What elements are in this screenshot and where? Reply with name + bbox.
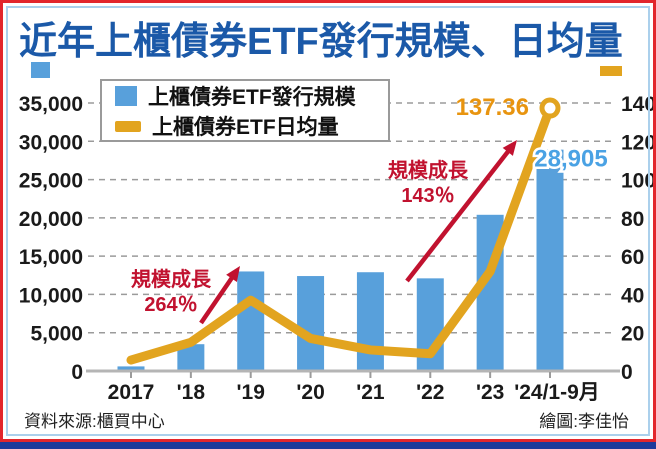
bar-2017: [117, 366, 145, 371]
x-axis-label: 2017: [108, 381, 155, 404]
legend-item-volume: 上櫃債券ETF日均量: [115, 111, 388, 141]
legend-item-issuance: 上櫃債券ETF發行規模: [115, 81, 388, 111]
bar-'19: [237, 271, 265, 371]
annotation-text-1: 規模成長 264％: [131, 269, 211, 316]
growth-arrow-1: [199, 272, 237, 325]
legend-label-volume: 上櫃債券ETF日均量: [152, 116, 339, 139]
left-axis-series-swatch-icon: [31, 62, 50, 78]
bar-'21: [356, 272, 384, 371]
growth-arrowhead-1: [226, 266, 240, 283]
x-axis-label: '18: [177, 381, 206, 404]
left-axis-label: 35,000: [19, 93, 83, 116]
right-axis-label: 80: [621, 208, 644, 231]
right-axis-label: 120: [621, 131, 656, 154]
x-axis-label: '23: [476, 381, 504, 404]
chart-legend: 上櫃債券ETF發行規模 上櫃債券ETF日均量: [100, 79, 390, 142]
credit-text: 繪圖:李佳怡: [539, 412, 629, 431]
left-axis-label: 10,000: [19, 284, 83, 307]
x-axis-label: '20: [296, 381, 324, 404]
left-axis-label: 30,000: [19, 131, 83, 154]
left-axis-label: 20,000: [19, 208, 83, 231]
right-axis-series-swatch-icon: [600, 66, 622, 76]
line-end-marker: [539, 97, 561, 119]
line-swatch-icon: [115, 120, 141, 132]
bar-'20: [297, 276, 325, 371]
x-axis-label: '19: [237, 381, 265, 404]
right-axis-label: 100: [621, 170, 656, 193]
bottom-strip: [0, 442, 656, 449]
right-axis-label: 0: [621, 361, 633, 384]
x-axis-label: '24/1-9月: [514, 381, 600, 404]
right-axis-label: 60: [621, 246, 644, 269]
growth-arrow-2: [405, 146, 513, 283]
left-axis-label: 15,000: [19, 246, 83, 269]
chart-title: 近年上櫃債券ETF發行規模、日均量: [19, 21, 623, 63]
source-text: 資料來源:櫃買中心: [24, 412, 165, 431]
x-axis-label: '22: [416, 381, 444, 404]
right-axis-label: 20: [621, 323, 644, 346]
x-axis-label: '21: [356, 381, 385, 404]
bar-'24/1-9月: [536, 149, 564, 371]
right-axis-label: 40: [621, 284, 644, 307]
left-axis-label: 0: [71, 361, 83, 384]
right-axis-label: 140: [621, 93, 656, 116]
annotation-text-2: 規模成長 143％: [388, 160, 468, 207]
daily-volume-line: [126, 103, 555, 365]
left-axis-label: 25,000: [19, 170, 83, 193]
line-value-label: 137.36: [456, 94, 529, 121]
growth-arrowhead-2: [502, 140, 517, 156]
bar-value-label: 28,905: [534, 146, 607, 173]
legend-label-issuance: 上櫃債券ETF發行規模: [148, 86, 356, 109]
bar-swatch-icon: [115, 86, 137, 106]
left-axis-label: 5,000: [30, 323, 83, 346]
